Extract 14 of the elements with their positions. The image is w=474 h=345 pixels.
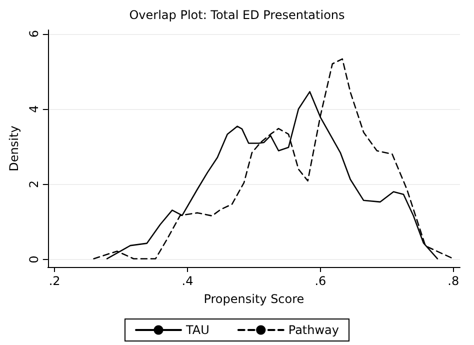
- y-tick-label: 6: [26, 30, 41, 38]
- x-tick-label: .2: [48, 274, 60, 288]
- chart-title: Overlap Plot: Total ED Presentations: [129, 8, 345, 22]
- y-tick-label: 2: [26, 180, 41, 188]
- legend-label: TAU: [184, 323, 210, 337]
- x-tick-label: .4: [182, 274, 194, 288]
- y-tick-label: 0: [26, 256, 41, 264]
- x-tick-label: .6: [314, 274, 326, 288]
- legend-label: Pathway: [288, 323, 340, 337]
- x-tick-label: .8: [448, 274, 460, 288]
- y-tick-label: 4: [26, 105, 41, 113]
- y-axis-title: Density: [7, 126, 21, 172]
- line-series: [93, 58, 454, 260]
- x-axis-title: Propensity Score: [204, 292, 304, 306]
